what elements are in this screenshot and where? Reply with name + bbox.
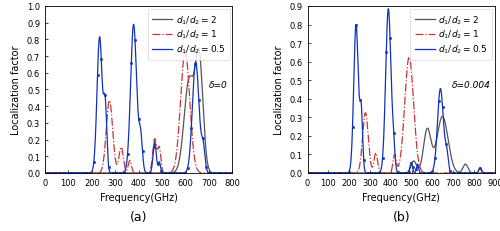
$d_1/d_2=0.5$ — [304, 172, 310, 175]
$d_1/d_2=0.5$ — [196, 107, 202, 110]
Line: $d_1/d_2=1$: $d_1/d_2=1$ — [45, 53, 232, 173]
$d_1/d_2=1$ — [304, 172, 310, 175]
Y-axis label: Localization factor: Localization factor — [12, 46, 22, 135]
$d_1/d_2=1$ — [426, 172, 432, 175]
Legend: $d_1/d_2=2$, $d_1/d_2=1$, $d_1/d_2=0.5$: $d_1/d_2=2$, $d_1/d_2=1$, $d_1/d_2=0.5$ — [410, 10, 492, 61]
$d_1/d_2=1$ — [417, 166, 423, 169]
$d_1/d_2=2$ — [458, 169, 464, 172]
$d_1/d_2=0.5$ — [114, 172, 119, 175]
Y-axis label: Localization factor: Localization factor — [274, 46, 284, 135]
$d_1/d_2=0.5$ — [338, 172, 344, 175]
$d_1/d_2=2$ — [182, 108, 188, 110]
$d_1/d_2=2$ — [444, 134, 450, 137]
$d_1/d_2=1$ — [76, 172, 82, 175]
$d_1/d_2=1$ — [42, 172, 48, 175]
$d_1/d_2=0.5$ — [444, 151, 450, 154]
$d_1/d_2=0.5$ — [376, 171, 382, 174]
Line: $d_1/d_2=2$: $d_1/d_2=2$ — [45, 49, 232, 173]
$d_1/d_2=0.5$ — [76, 172, 82, 175]
$d_1/d_2=0.5$ — [154, 163, 160, 166]
$d_1/d_2=2$ — [114, 172, 119, 175]
$d_1/d_2=2$ — [426, 132, 432, 135]
$d_1/d_2=0.5$ — [164, 172, 170, 175]
$d_1/d_2=0.5$ — [458, 172, 464, 175]
$d_1/d_2=1$ — [114, 163, 119, 166]
$d_1/d_2=1$ — [164, 172, 170, 175]
Text: (b): (b) — [392, 210, 410, 223]
$d_1/d_2=0.5$ — [42, 172, 48, 175]
Legend: $d_1/d_2=2$, $d_1/d_2=1$, $d_1/d_2=0.5$: $d_1/d_2=2$, $d_1/d_2=1$, $d_1/d_2=0.5$ — [148, 10, 230, 61]
$d_1/d_2=1$ — [182, 52, 188, 54]
Text: δ=0.004: δ=0.004 — [452, 81, 490, 90]
$d_1/d_2=1$ — [406, 56, 412, 59]
$d_1/d_2=2$ — [164, 172, 170, 175]
X-axis label: Frequency(GHz): Frequency(GHz) — [362, 193, 440, 203]
$d_1/d_2=2$ — [417, 165, 423, 168]
$d_1/d_2=0.5$ — [230, 172, 235, 175]
$d_1/d_2=1$ — [182, 51, 188, 54]
$d_1/d_2=2$ — [304, 172, 310, 175]
$d_1/d_2=0.5$ — [417, 172, 423, 174]
Text: δ=0: δ=0 — [209, 81, 228, 90]
$d_1/d_2=1$ — [230, 172, 235, 175]
$d_1/d_2=2$ — [338, 172, 344, 175]
$d_1/d_2=1$ — [444, 172, 450, 175]
$d_1/d_2=2$ — [492, 172, 498, 175]
$d_1/d_2=1$ — [196, 171, 202, 173]
$d_1/d_2=1$ — [458, 172, 464, 175]
Line: $d_1/d_2=0.5$: $d_1/d_2=0.5$ — [45, 25, 232, 173]
$d_1/d_2=2$ — [440, 116, 446, 118]
Line: $d_1/d_2=2$: $d_1/d_2=2$ — [308, 117, 495, 173]
$d_1/d_2=0.5$ — [492, 172, 498, 175]
$d_1/d_2=1$ — [492, 172, 498, 175]
$d_1/d_2=0.5$ — [386, 8, 392, 11]
$d_1/d_2=2$ — [76, 172, 82, 175]
$d_1/d_2=2$ — [196, 48, 202, 50]
Line: $d_1/d_2=0.5$: $d_1/d_2=0.5$ — [308, 10, 495, 173]
X-axis label: Frequency(GHz): Frequency(GHz) — [100, 193, 178, 203]
$d_1/d_2=2$ — [230, 172, 235, 175]
$d_1/d_2=0.5$ — [130, 24, 136, 27]
$d_1/d_2=0.5$ — [426, 172, 432, 175]
$d_1/d_2=2$ — [154, 172, 160, 175]
Line: $d_1/d_2=1$: $d_1/d_2=1$ — [308, 58, 495, 173]
$d_1/d_2=2$ — [376, 172, 382, 175]
$d_1/d_2=2$ — [42, 172, 48, 175]
$d_1/d_2=2$ — [196, 49, 202, 52]
Text: (a): (a) — [130, 210, 148, 223]
$d_1/d_2=0.5$ — [182, 171, 188, 174]
$d_1/d_2=1$ — [376, 168, 382, 171]
$d_1/d_2=1$ — [338, 172, 344, 175]
$d_1/d_2=1$ — [154, 148, 160, 151]
